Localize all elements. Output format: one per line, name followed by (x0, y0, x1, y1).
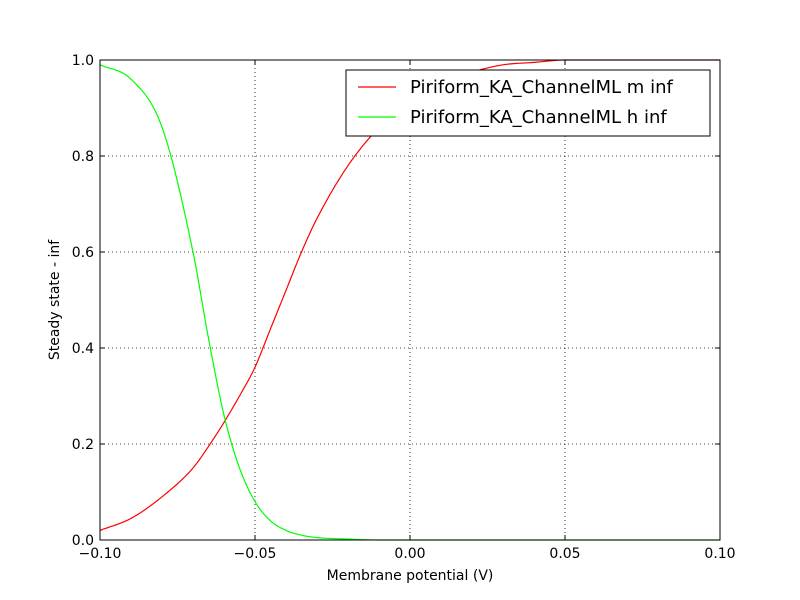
x-tick-label: 0.00 (394, 546, 425, 562)
legend-label-m-inf: Piriform_KA_ChannelML m inf (410, 77, 673, 98)
y-tick-label: 1.0 (72, 53, 94, 69)
x-tick-label: 0.10 (704, 546, 735, 562)
y-tick-label: 0.4 (72, 341, 94, 357)
legend: Piriform_KA_ChannelML m inf Piriform_KA_… (346, 70, 710, 136)
y-tick-label: 0.2 (72, 437, 94, 453)
x-axis-label: Membrane potential (V) (327, 568, 494, 584)
x-tick-label: 0.05 (549, 546, 580, 562)
x-tick-label: −0.05 (234, 546, 277, 562)
y-tick-label: 0.6 (72, 245, 94, 261)
y-tick-label: 0.8 (72, 149, 94, 165)
y-tick-label: 0.0 (72, 533, 94, 549)
y-axis-label: Steady state - inf (47, 239, 63, 360)
legend-label-h-inf: Piriform_KA_ChannelML h inf (410, 107, 667, 128)
